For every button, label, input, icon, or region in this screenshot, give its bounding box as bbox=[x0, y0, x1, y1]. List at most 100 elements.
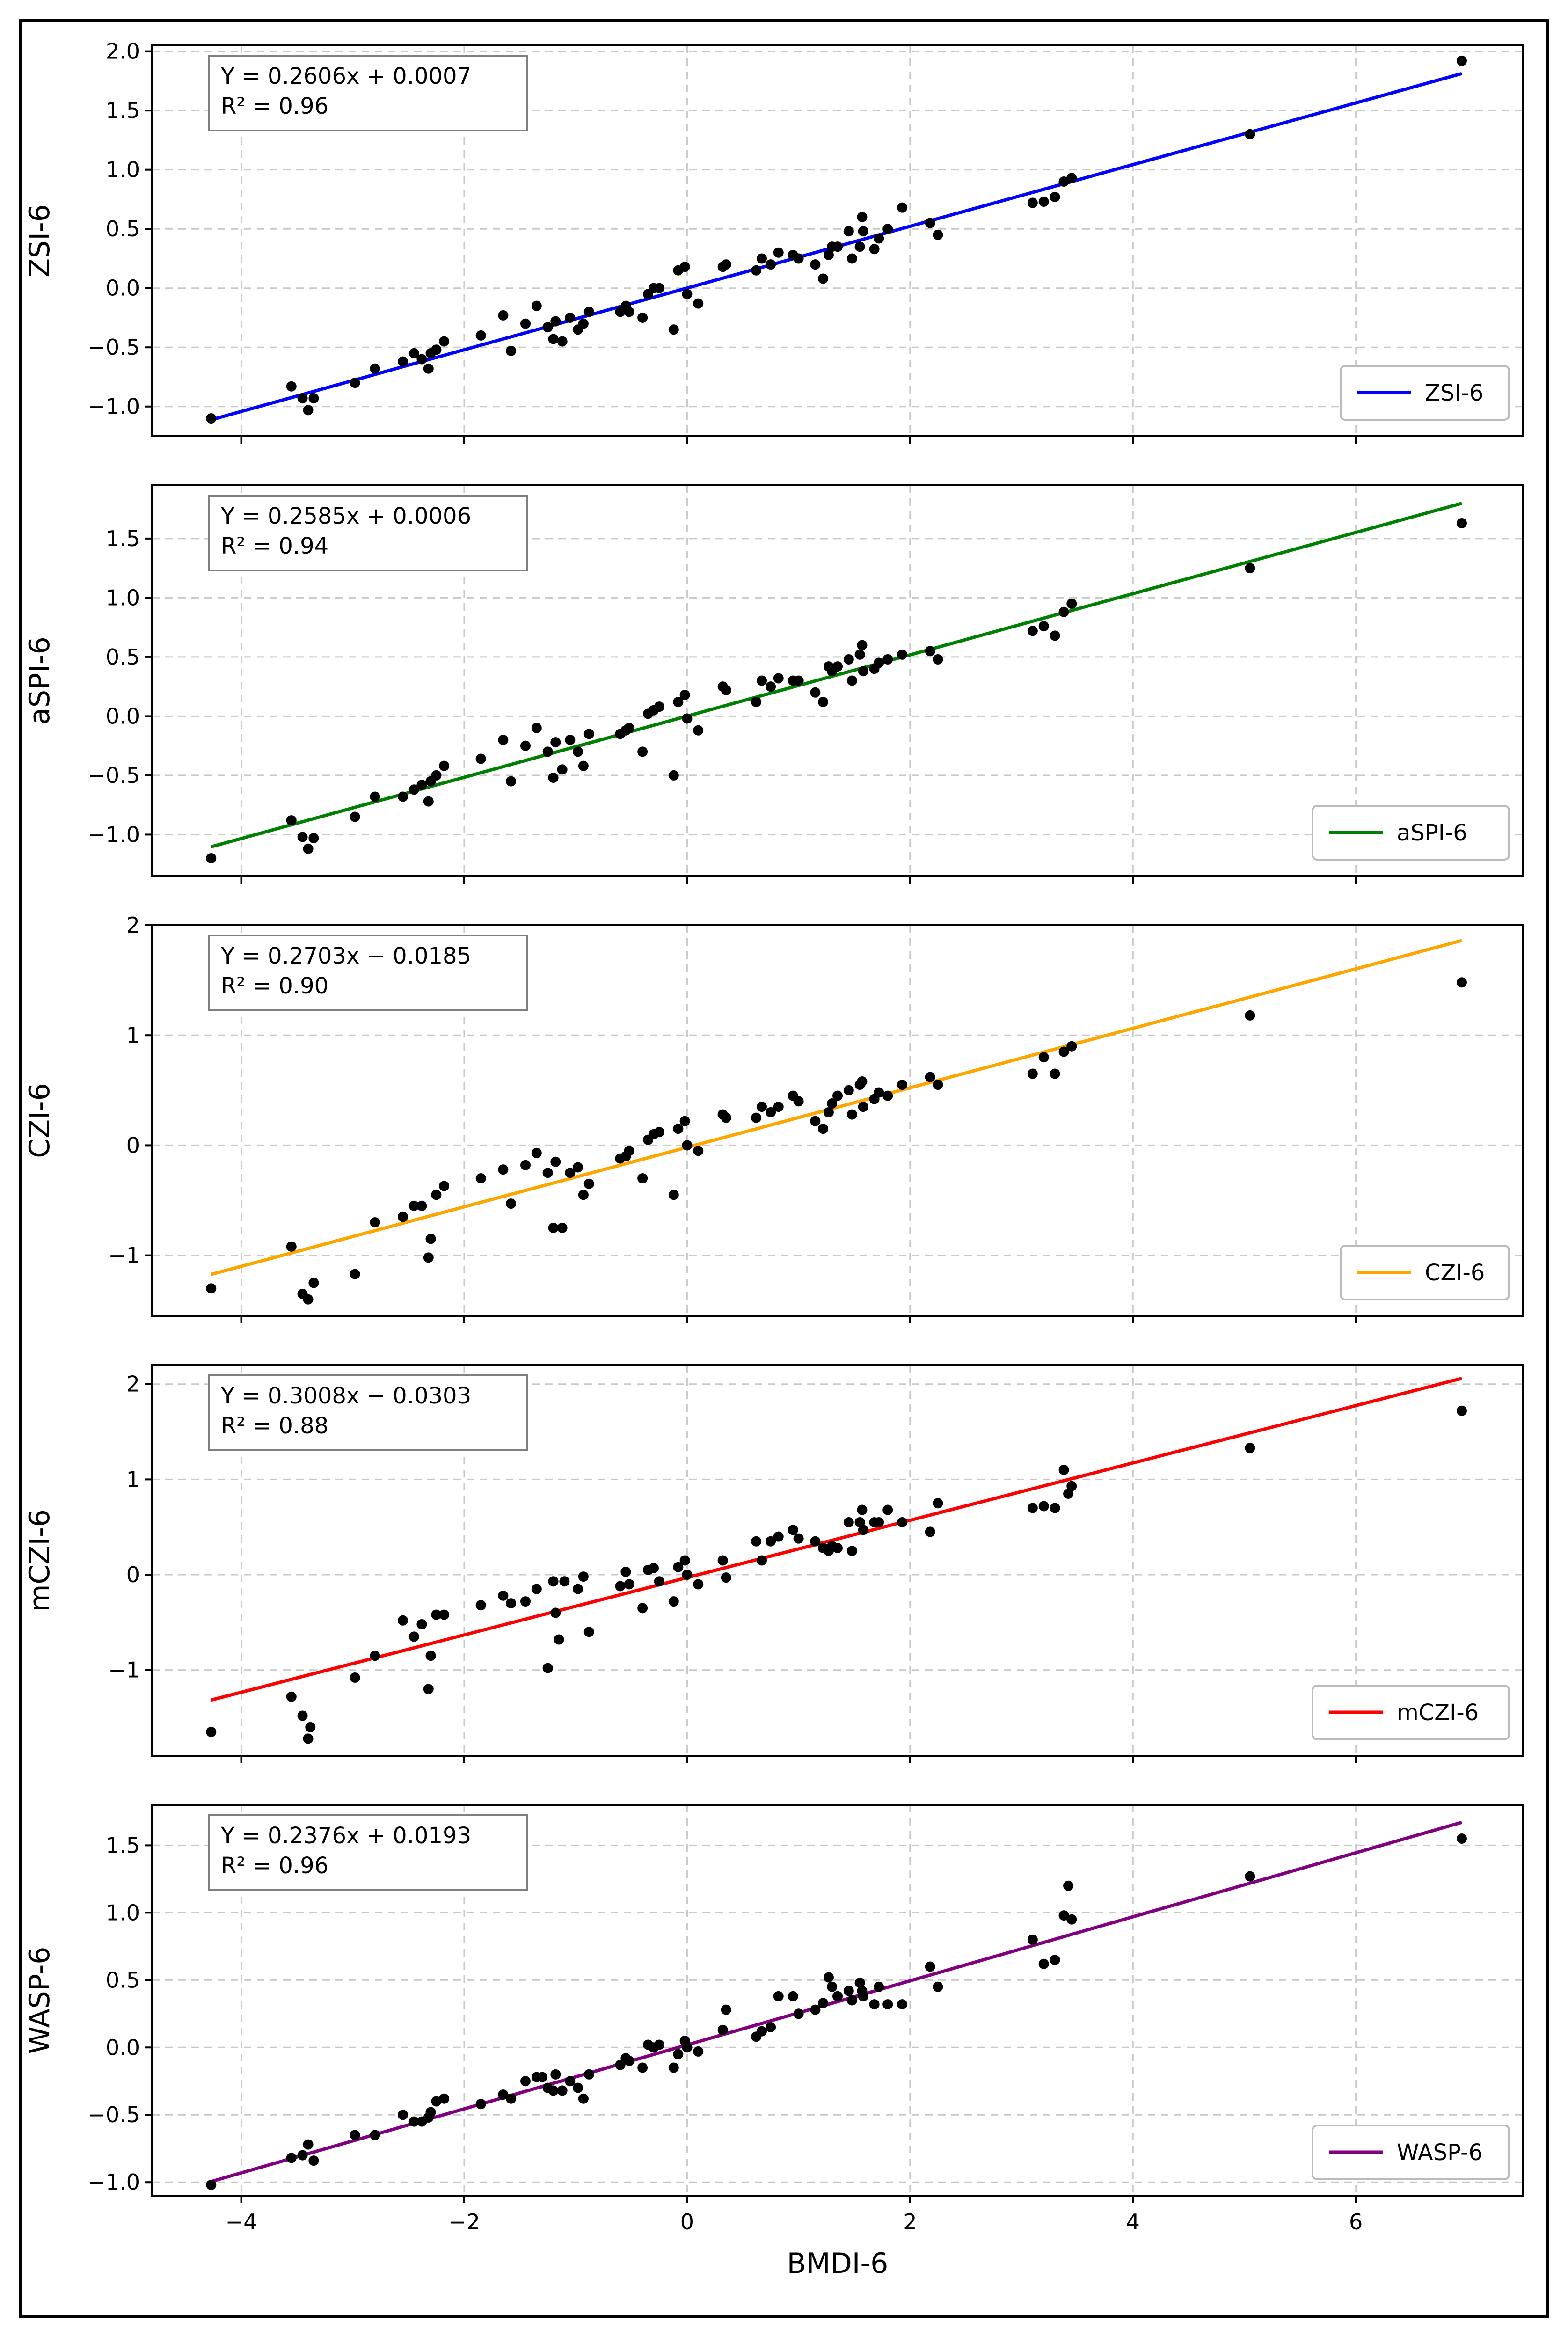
data-point bbox=[810, 259, 821, 270]
data-point bbox=[682, 1570, 693, 1580]
data-point bbox=[297, 2150, 308, 2161]
data-point bbox=[897, 1999, 908, 2010]
data-point bbox=[565, 1168, 576, 1178]
data-point bbox=[843, 1986, 854, 1996]
panel-4: −1 0 1 2 mCZI-6 Y = 0.3008x − 0.0303 R² = 0.88… bbox=[23, 1364, 1524, 1763]
data-point bbox=[1245, 563, 1255, 574]
data-point bbox=[682, 2042, 693, 2053]
data-point bbox=[297, 1710, 308, 1721]
y-tick-label: −0.5 bbox=[88, 763, 140, 788]
data-point bbox=[431, 770, 442, 781]
axes-frame bbox=[151, 44, 1524, 437]
legend-box bbox=[1312, 2125, 1510, 2180]
figure-frame bbox=[19, 19, 1549, 2318]
data-point bbox=[832, 1090, 843, 1101]
data-point bbox=[206, 853, 217, 864]
data-point bbox=[721, 1572, 731, 1583]
data-point bbox=[897, 649, 908, 660]
data-point bbox=[583, 1627, 594, 1637]
data-point bbox=[1050, 1503, 1060, 1513]
data-point bbox=[397, 2110, 408, 2120]
data-point bbox=[475, 753, 486, 764]
data-point bbox=[693, 725, 704, 736]
data-point bbox=[843, 1517, 854, 1528]
data-point bbox=[637, 1603, 648, 1614]
data-point bbox=[843, 654, 854, 665]
legend-box bbox=[1312, 805, 1510, 861]
data-point bbox=[350, 378, 360, 388]
x-tick-label: −4 bbox=[226, 2209, 257, 2235]
data-point bbox=[679, 262, 690, 272]
data-point bbox=[925, 1072, 935, 1082]
y-tick-label: 0 bbox=[126, 1562, 140, 1587]
data-point bbox=[766, 259, 776, 270]
data-point bbox=[425, 2107, 436, 2118]
data-point bbox=[721, 1112, 731, 1123]
data-point bbox=[1027, 626, 1038, 636]
data-point bbox=[350, 1672, 360, 1683]
data-point bbox=[846, 1546, 857, 1556]
data-point bbox=[773, 1531, 784, 1542]
data-point bbox=[933, 229, 943, 240]
data-point bbox=[693, 2046, 704, 2057]
equation-box bbox=[208, 495, 528, 571]
data-point bbox=[682, 289, 693, 299]
data-point bbox=[370, 791, 380, 802]
data-point bbox=[475, 1173, 486, 1183]
data-point bbox=[854, 241, 865, 252]
data-point bbox=[832, 1543, 843, 1554]
data-point bbox=[572, 1584, 583, 1594]
y-tick-label: 2 bbox=[126, 1372, 140, 1397]
data-point bbox=[818, 273, 829, 284]
data-point bbox=[751, 265, 762, 276]
data-point bbox=[520, 1596, 531, 1607]
data-point bbox=[565, 312, 576, 323]
data-point bbox=[679, 1555, 690, 1566]
data-point bbox=[308, 2155, 319, 2166]
data-point bbox=[620, 1566, 631, 1577]
x-tick-label: 2 bbox=[903, 2209, 917, 2235]
data-point bbox=[206, 1727, 217, 1738]
equation-text: Y = 0.3008x − 0.0303 bbox=[220, 1383, 471, 1409]
data-point bbox=[1027, 1503, 1038, 1513]
data-point bbox=[583, 1178, 594, 1189]
data-point bbox=[637, 746, 648, 757]
data-point bbox=[673, 1124, 684, 1134]
data-point bbox=[578, 760, 589, 771]
data-point bbox=[673, 1562, 684, 1572]
data-point bbox=[823, 1972, 834, 1983]
data-point bbox=[498, 1164, 509, 1175]
data-point bbox=[693, 1579, 704, 1590]
data-point bbox=[933, 1080, 943, 1090]
data-point bbox=[520, 1160, 531, 1170]
y-tick-label: −0.5 bbox=[88, 335, 140, 360]
data-point bbox=[1066, 173, 1077, 183]
y-tick-label: 0.5 bbox=[106, 216, 140, 241]
data-point bbox=[303, 2139, 314, 2150]
data-point bbox=[897, 202, 908, 213]
data-point bbox=[370, 1217, 380, 1228]
data-point bbox=[648, 1563, 659, 1573]
data-point bbox=[682, 1140, 693, 1151]
x-tick-label: 6 bbox=[1349, 2209, 1363, 2235]
x-axis-label: BMDI-6 bbox=[787, 2247, 889, 2280]
data-point bbox=[408, 1200, 419, 1211]
data-point bbox=[583, 2069, 594, 2080]
data-point bbox=[810, 1116, 821, 1126]
data-point bbox=[679, 1116, 690, 1126]
data-point bbox=[679, 689, 690, 700]
data-point bbox=[858, 226, 868, 237]
data-point bbox=[350, 1269, 360, 1279]
legend-box bbox=[1340, 365, 1510, 421]
data-point bbox=[721, 259, 731, 270]
data-point bbox=[498, 310, 509, 321]
data-point bbox=[425, 1651, 436, 1661]
data-point bbox=[537, 2072, 547, 2082]
data-point bbox=[933, 1498, 943, 1509]
equation-box bbox=[208, 1814, 528, 1891]
y-axis-label: WASP-6 bbox=[23, 1947, 56, 2054]
data-point bbox=[286, 815, 297, 826]
data-point bbox=[757, 1102, 767, 1112]
data-point bbox=[810, 687, 821, 698]
data-point bbox=[308, 833, 319, 844]
